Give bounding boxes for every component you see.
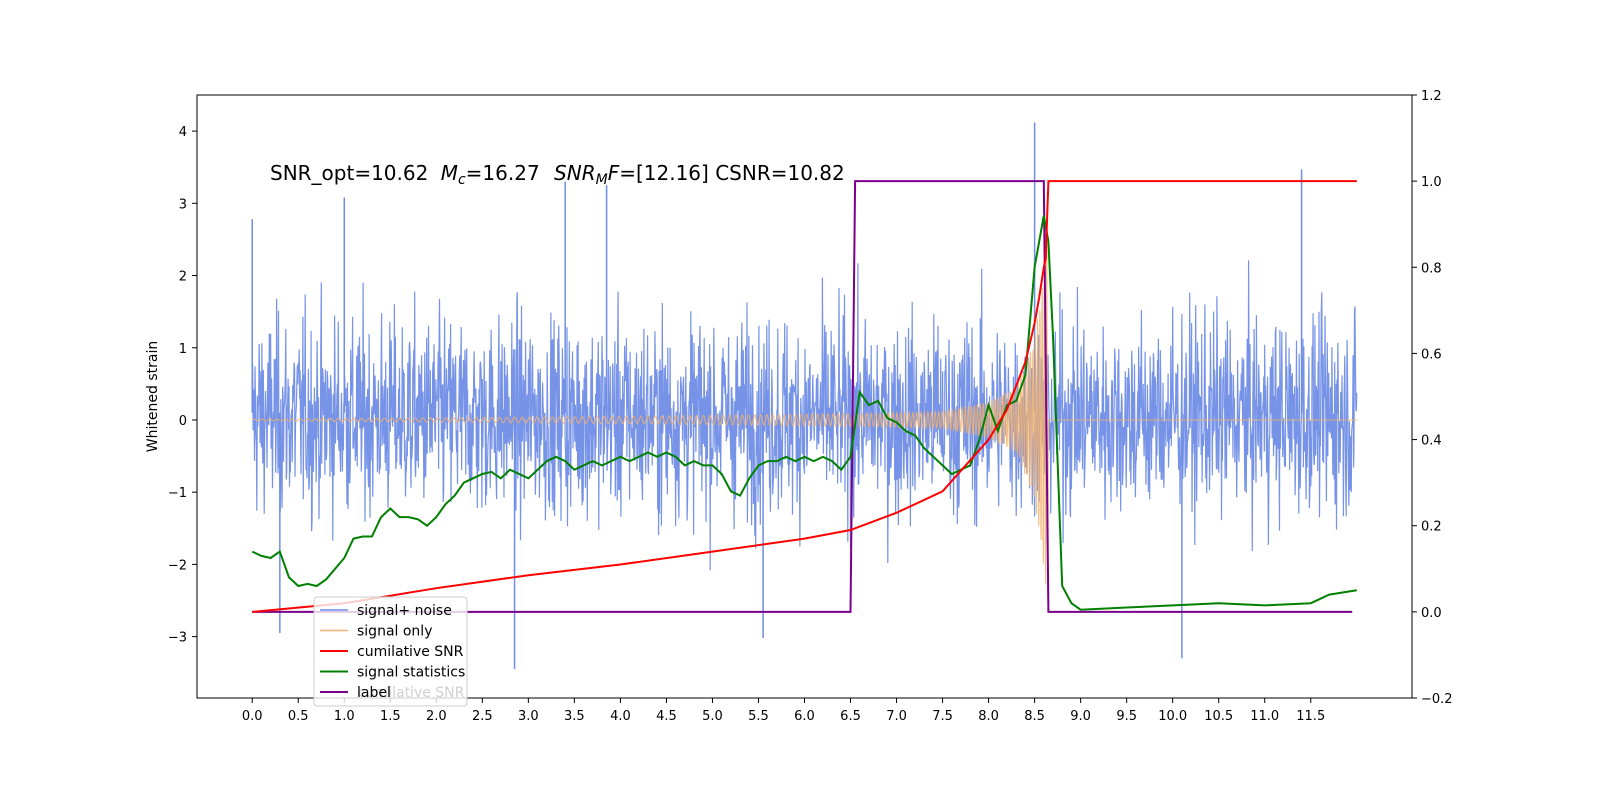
x-tick-label: 1.0 [334,709,355,724]
x-tick-label: 11.0 [1250,709,1279,724]
series-signal-only [251,246,1357,602]
y-left-tick-label: 0 [179,414,187,429]
series-signal-statistics [251,215,1357,611]
x-tick-label: 9.5 [1116,709,1137,724]
x-tick-label: 0.5 [288,709,309,724]
y-right-tick-label: 1.2 [1421,89,1442,104]
legend-entry-label: label [357,685,391,701]
legend-entry-label: cumilative SNR [357,644,464,660]
x-tick-label: 10.5 [1204,709,1233,724]
annotation-mc-subscript: c [458,172,466,188]
y-right-tick-label: 0.4 [1421,434,1442,449]
series-label [252,180,1353,613]
plot-area [251,122,1358,670]
y-left-tick-label: 2 [179,270,187,285]
y-left-tick-label: 3 [179,197,187,212]
annotation-snrmf-symbol: SNR [554,161,596,185]
y-left-tick-label: −1 [168,486,187,501]
x-tick-label: 6.5 [840,709,861,724]
y-left-tick-label: 4 [179,125,187,140]
x-axis: 0.0 0.5 1.0 1.5 2.0 2.5 3.0 3.5 4.0 4.5 5.0 5.5 6.0 6… [242,698,1325,724]
x-tick-label: 3.5 [564,709,585,724]
x-tick-label: 5.0 [702,709,723,724]
x-tick-label: 11.5 [1296,709,1325,724]
annotation-mc-value: =16.27 [466,161,540,185]
chart-annotation: SNR_opt=10.62 Mc=16.27 SNRMF=[12.16] CSN… [270,161,845,188]
series-cumulative-snr [252,180,1357,613]
x-tick-label: 8.0 [978,709,999,724]
y-axis-right: −0.2 0.0 0.2 0.4 0.6 0.8 1.0 1.2 [1412,89,1453,707]
x-tick-label: 6.0 [794,709,815,724]
x-tick-label: 8.5 [1024,709,1045,724]
legend-shadow-text: cumilative SNR [358,685,465,701]
y-axis-label-left: Whitened strain [145,341,161,452]
y-right-tick-label: 0.2 [1421,520,1442,535]
x-tick-label: 2.0 [426,709,447,724]
annotation-snrmf-tail: F [608,161,620,185]
annotation-snr-opt: SNR_opt=10.62 [270,161,428,185]
x-tick-label: 7.5 [932,709,953,724]
annotation-snrmf-subscript: M [596,172,608,188]
y-left-tick-label: −2 [168,558,187,573]
x-tick-label: 3.0 [518,709,539,724]
x-tick-label: 1.5 [380,709,401,724]
x-tick-label: 7.0 [886,709,907,724]
x-tick-label: 2.5 [472,709,493,724]
x-tick-label: 4.5 [656,709,677,724]
x-tick-label: 10.0 [1158,709,1187,724]
y-left-tick-label: 1 [179,342,187,357]
y-right-tick-label: 1.0 [1421,175,1442,190]
x-tick-label: 0.0 [242,709,263,724]
y-right-tick-label: −0.2 [1421,692,1453,707]
y-axis-left: −3 −2 −1 0 1 2 3 4 [168,125,197,646]
y-left-tick-label: −3 [168,631,187,646]
y-right-tick-label: 0.8 [1421,261,1442,276]
x-tick-label: 5.5 [748,709,769,724]
x-tick-label: 4.0 [610,709,631,724]
annotation-snrmf-value: =[12.16] CSNR=10.82 [619,161,845,185]
legend-entry-label: signal statistics [357,665,465,681]
y-right-tick-label: 0.6 [1421,347,1442,362]
legend-entry-label: signal only [357,624,432,640]
legend-entry-label: signal+ noise [357,603,452,619]
series-signal-noise [251,260,1358,571]
legend: cumilative SNR signal+ noise signal only c… [313,596,468,707]
y-right-tick-label: 0.0 [1421,606,1442,621]
x-tick-label: 9.0 [1070,709,1091,724]
annotation-mc-symbol: M [441,161,458,185]
legend-frame [313,596,468,707]
